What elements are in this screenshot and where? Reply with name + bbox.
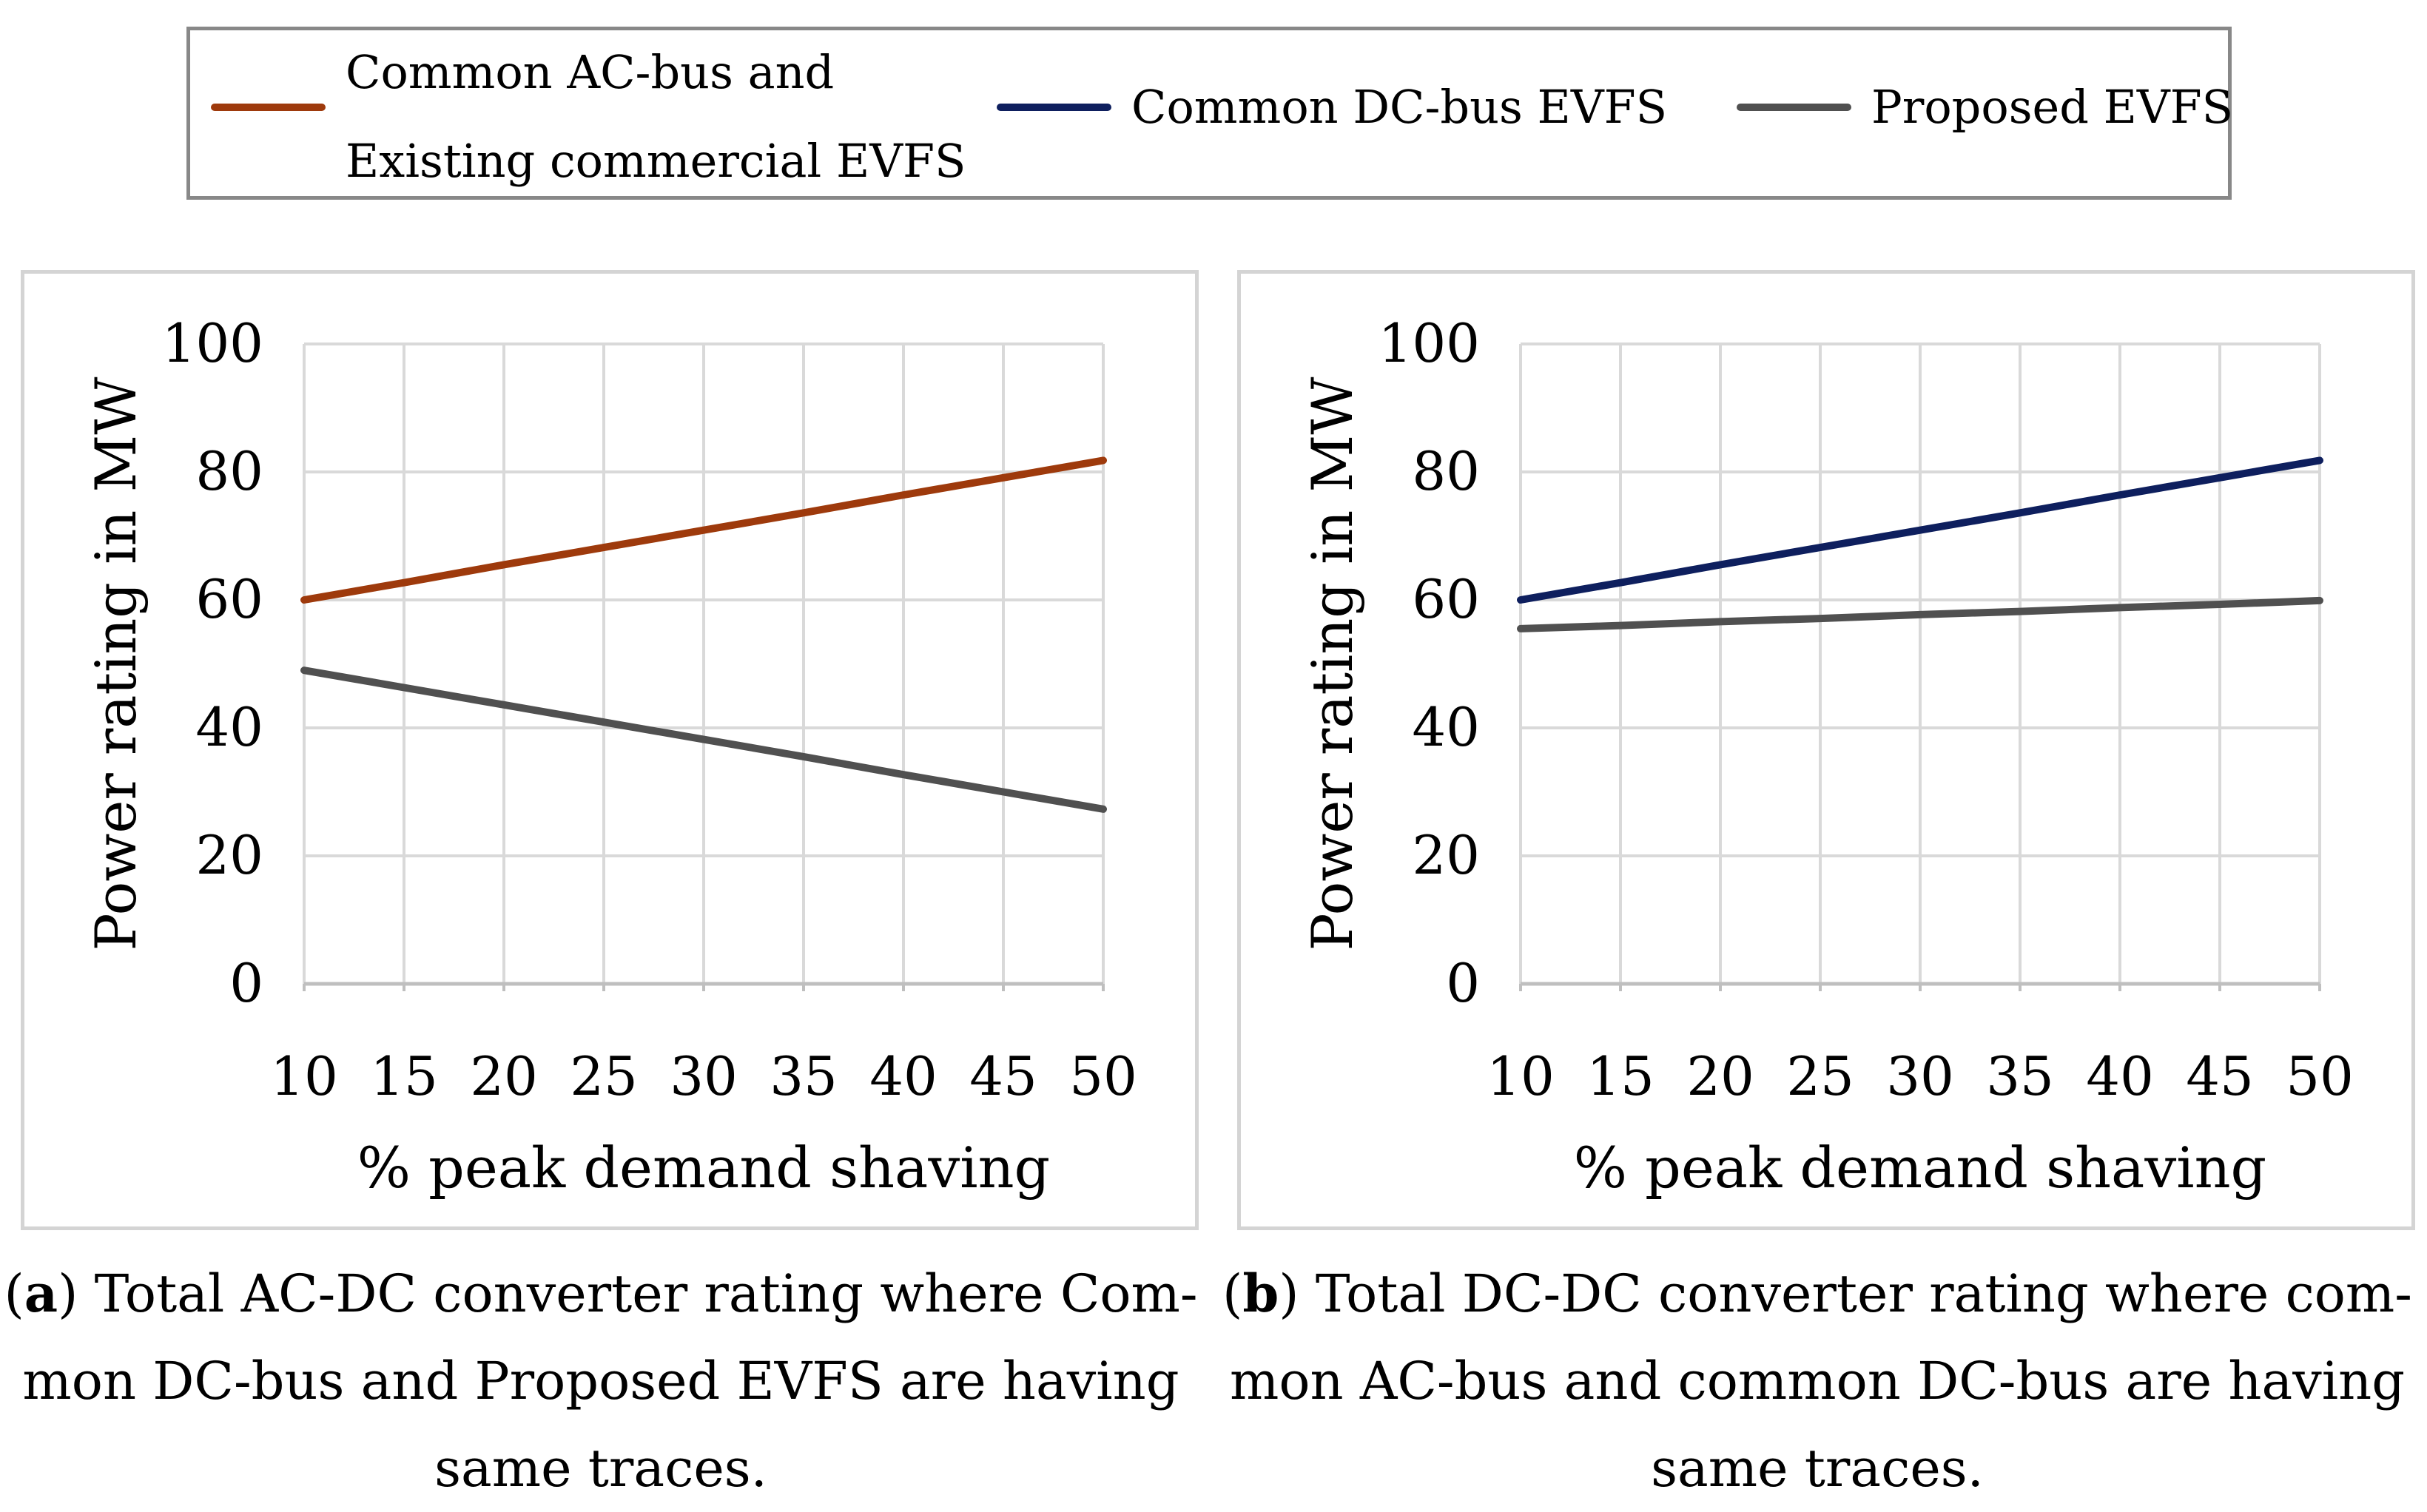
chart-b-series-line-0 [1517,456,2323,604]
chart-a-y-tick-label-5: 100 [162,312,263,374]
caption-a-line1-text: ) Total AC-DC converter rating where Com… [58,1263,1198,1324]
caption-a-label: a [24,1263,58,1324]
chart-a-x-tick-label-7: 45 [969,1045,1037,1107]
chart-b-x-tick-label-5: 35 [1986,1045,2054,1107]
legend-label-ac-bus-line2: Existing commercial EVFS [346,134,966,188]
chart-a-x-tick-label-3: 25 [570,1045,638,1107]
caption-a-line2: mon DC-bus and Proposed EVFS are having [22,1351,1179,1411]
chart-b-y-tick-label-5: 100 [1379,312,1480,374]
chart-b-y-tick-label-3: 60 [1412,568,1480,630]
chart-a-series-line-0 [300,456,1107,604]
chart-a-y-tick-label-2: 40 [195,696,263,758]
caption-a: (a) Total AC-DC converter rating where C… [1,1250,1200,1512]
chart-b-x-tick-label-4: 30 [1886,1045,1954,1107]
chart-a-y-tick-label-4: 80 [195,440,263,502]
chart-b-x-tick-label-1: 15 [1586,1045,1655,1107]
chart-b-x-axis-label: % peak demand shaving [1574,1135,2266,1201]
chart-a-svg: 0 20 40 60 80 100 10 15 20 25 30 35 40 45 50 % peak dem… [83,312,1137,1201]
caption-b-line3: same traces. [1651,1438,1984,1499]
caption-b-line1-text: ) Total DC-DC converter rating where com… [1279,1263,2412,1324]
chart-b-svg: 0 20 40 60 80 100 10 15 20 25 30 35 40 45 50 % peak dem… [1299,312,2354,1201]
chart-b-x-tick-label-7: 45 [2186,1045,2254,1107]
chart-a-y-tick-label-0: 0 [229,952,263,1014]
chart-b-x-tick-label-0: 10 [1487,1045,1555,1107]
chart-a-y-tick-label-1: 20 [195,824,263,886]
caption-b-label: b [1242,1263,1279,1324]
chart-a-x-tick-label-4: 30 [670,1045,738,1107]
chart-a-x-axis-label: % peak demand shaving [357,1135,1050,1201]
chart-panel-b: 0 20 40 60 80 100 10 15 20 25 30 35 40 45 50 % peak dem… [1237,270,2415,1230]
chart-a-x-tick-label-5: 35 [770,1045,838,1107]
legend-label-proposed: Proposed EVFS [1871,80,2234,134]
chart-b-x-tick-label-6: 40 [2086,1045,2154,1107]
caption-b: (b) Total DC-DC converter rating where c… [1218,1250,2417,1512]
legend-swatch-dc-bus [997,104,1111,111]
chart-a-y-tick-label-3: 60 [195,568,263,630]
legend-label-dc-bus: Common DC-bus EVFS [1131,80,1668,134]
chart-b-y-tick-label-1: 20 [1412,824,1480,886]
chart-a-x-tick-label-8: 50 [1069,1045,1137,1107]
chart-a-y-axis-label: Power rating in MW [83,377,149,951]
caption-b-line1: (b) Total DC-DC converter rating where c… [1222,1263,2412,1324]
chart-b-y-tick-label-2: 40 [1412,696,1480,758]
caption-b-line2: mon AC-bus and common DC-bus are having [1229,1351,2406,1411]
chart-b-x-tick-label-2: 20 [1686,1045,1754,1107]
chart-b-y-tick-label-0: 0 [1446,952,1480,1014]
chart-b-x-tick-label-3: 25 [1786,1045,1854,1107]
chart-b-y-axis-label: Power rating in MW [1299,377,1365,951]
chart-panel-a: 0 20 40 60 80 100 10 15 20 25 30 35 40 45 50 % peak dem… [21,270,1199,1230]
legend-swatch-ac-bus [211,104,326,111]
chart-b-series-line-1 [1517,596,2323,632]
chart-a-x-tick-label-0: 10 [270,1045,338,1107]
chart-b-y-tick-label-4: 80 [1412,440,1480,502]
chart-legend: Common AC-bus and Existing commercial EV… [186,27,2234,200]
chart-a-x-tick-label-2: 20 [470,1045,538,1107]
chart-a-x-tick-label-1: 15 [370,1045,438,1107]
caption-a-line1: (a) Total AC-DC converter rating where C… [4,1263,1198,1324]
chart-b-x-tick-label-8: 50 [2286,1045,2354,1107]
legend-swatch-proposed [1737,104,1851,111]
legend-label-ac-bus-line1: Common AC-bus and [346,45,835,99]
caption-a-line3: same traces. [434,1438,767,1499]
chart-a-series-line-1 [300,666,1107,813]
chart-a-x-tick-label-6: 40 [869,1045,938,1107]
